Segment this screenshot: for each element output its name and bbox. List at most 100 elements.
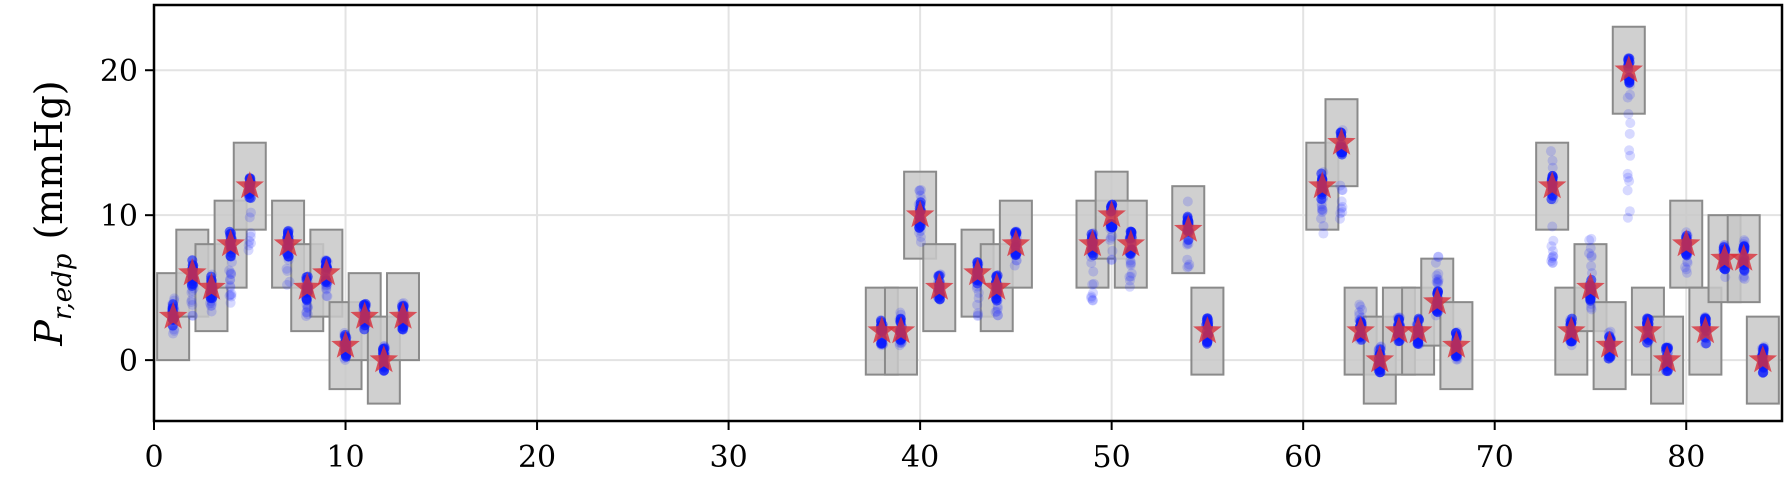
target-star <box>886 316 916 344</box>
sample-point <box>1622 172 1633 183</box>
plot-frame <box>152 3 1784 423</box>
sample-point <box>1337 207 1348 218</box>
sample-point <box>302 302 313 313</box>
sample-point <box>915 231 926 242</box>
target-star <box>369 345 399 373</box>
target-star <box>312 258 341 286</box>
sample-point <box>1182 262 1193 273</box>
x-tick-label: 50 <box>1093 440 1131 475</box>
y-tick-label: 10 <box>100 199 138 234</box>
sample-point <box>1546 194 1557 205</box>
sample-point <box>187 310 198 321</box>
sample-point <box>302 309 313 320</box>
sample-point <box>1547 221 1558 232</box>
sample-point <box>243 240 254 251</box>
sample-point <box>245 231 256 242</box>
target-star <box>388 301 418 329</box>
target-star <box>1001 229 1031 257</box>
sample-point <box>225 289 236 300</box>
x-tick-label: 30 <box>709 440 747 475</box>
sample-point <box>990 306 1001 317</box>
sample-point <box>226 288 237 299</box>
sample-point <box>301 311 312 322</box>
sample-point <box>1106 255 1117 266</box>
sample-point <box>1087 295 1098 306</box>
x-tick-label: 0 <box>144 440 163 475</box>
target-star <box>1595 330 1624 358</box>
sample-point <box>1585 293 1596 304</box>
sample-point <box>1354 299 1365 310</box>
sample-point <box>1433 276 1444 287</box>
sample-point <box>1087 295 1098 306</box>
y-tick-label: 20 <box>100 54 138 89</box>
sample-point <box>205 300 216 311</box>
target-star <box>905 200 935 228</box>
sample-point <box>1432 277 1443 288</box>
target-star <box>1365 345 1395 373</box>
x-tick-label: 10 <box>326 440 364 475</box>
sample-point <box>186 297 197 308</box>
sample-point <box>1124 281 1135 292</box>
sample-point <box>1681 267 1692 278</box>
sample-point <box>1318 228 1329 239</box>
target-star <box>350 301 379 329</box>
sample-point <box>1317 205 1328 216</box>
sample-point <box>282 279 293 290</box>
sample-point <box>1624 176 1635 187</box>
sample-point <box>1586 250 1597 261</box>
target-star <box>1576 272 1605 300</box>
sample-point <box>1009 260 1020 271</box>
sample-point <box>973 308 984 319</box>
sample-point <box>1317 204 1328 215</box>
sample-point <box>1124 271 1135 282</box>
sample-point <box>397 324 408 335</box>
target-star <box>1710 243 1739 271</box>
sample-point <box>1548 251 1559 262</box>
target-star <box>867 316 897 344</box>
sample-point <box>1107 231 1118 242</box>
sample-point <box>1547 257 1558 268</box>
sample-point <box>1625 89 1636 100</box>
sample-point <box>1545 146 1556 157</box>
target-stars <box>158 55 1778 373</box>
sample-point <box>225 251 236 262</box>
sample-point <box>1336 149 1347 160</box>
sample-point <box>1183 261 1194 272</box>
sample-point <box>243 245 254 256</box>
sample-point <box>914 222 925 233</box>
target-star <box>1557 316 1586 344</box>
sample-point <box>224 290 235 301</box>
sample-point <box>1107 245 1118 256</box>
x-tick-label: 60 <box>1284 440 1322 475</box>
sample-point <box>1546 241 1557 252</box>
sample-point <box>972 311 983 322</box>
sample-point <box>1585 242 1596 253</box>
target-star <box>1116 229 1146 257</box>
x-tick-label: 40 <box>901 440 939 475</box>
target-star <box>1078 229 1107 257</box>
sample-point <box>186 280 197 291</box>
sample-point <box>1757 367 1768 378</box>
sample-point <box>1336 203 1347 214</box>
sample-point <box>301 307 312 318</box>
sample-point <box>1623 108 1634 119</box>
sample-point <box>992 310 1003 321</box>
sample-point <box>1624 128 1635 139</box>
sample-point <box>1682 257 1693 268</box>
sample-point <box>322 291 333 302</box>
target-star <box>1442 330 1471 358</box>
sample-point <box>1336 196 1347 207</box>
sample-point <box>1622 92 1633 103</box>
sample-point <box>1681 264 1692 275</box>
sample-point <box>1739 274 1750 285</box>
sample-point <box>1334 213 1345 224</box>
sample-point <box>244 212 255 223</box>
sample-point <box>1432 274 1443 285</box>
sample-point <box>1182 196 1193 207</box>
sample-point <box>991 306 1002 317</box>
sample-point <box>1433 268 1444 279</box>
sample-point <box>1106 222 1117 233</box>
sample-point <box>1739 264 1750 275</box>
target-star <box>1672 229 1701 257</box>
sample-point <box>915 184 926 195</box>
